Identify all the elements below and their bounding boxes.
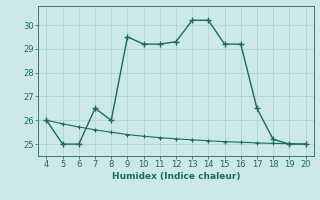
X-axis label: Humidex (Indice chaleur): Humidex (Indice chaleur) bbox=[112, 172, 240, 181]
